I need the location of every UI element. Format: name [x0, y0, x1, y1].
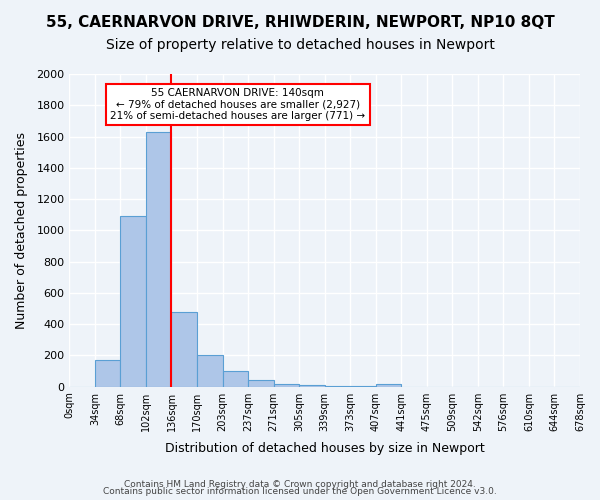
Bar — [146, 132, 172, 386]
Bar — [95, 360, 121, 386]
Text: Size of property relative to detached houses in Newport: Size of property relative to detached ho… — [106, 38, 494, 52]
Bar — [223, 371, 248, 386]
Text: Contains HM Land Registry data © Crown copyright and database right 2024.: Contains HM Land Registry data © Crown c… — [124, 480, 476, 489]
Text: 55, CAERNARVON DRIVE, RHIWDERIN, NEWPORT, NP10 8QT: 55, CAERNARVON DRIVE, RHIWDERIN, NEWPORT… — [46, 15, 554, 30]
Y-axis label: Number of detached properties: Number of detached properties — [15, 132, 28, 329]
Bar — [172, 312, 197, 386]
X-axis label: Distribution of detached houses by size in Newport: Distribution of detached houses by size … — [165, 442, 485, 455]
Bar — [121, 216, 146, 386]
Bar — [376, 384, 401, 386]
Text: 55 CAERNARVON DRIVE: 140sqm
← 79% of detached houses are smaller (2,927)
21% of : 55 CAERNARVON DRIVE: 140sqm ← 79% of det… — [110, 88, 365, 122]
Bar — [274, 384, 299, 386]
Bar — [197, 356, 223, 386]
Text: Contains public sector information licensed under the Open Government Licence v3: Contains public sector information licen… — [103, 488, 497, 496]
Bar — [248, 380, 274, 386]
